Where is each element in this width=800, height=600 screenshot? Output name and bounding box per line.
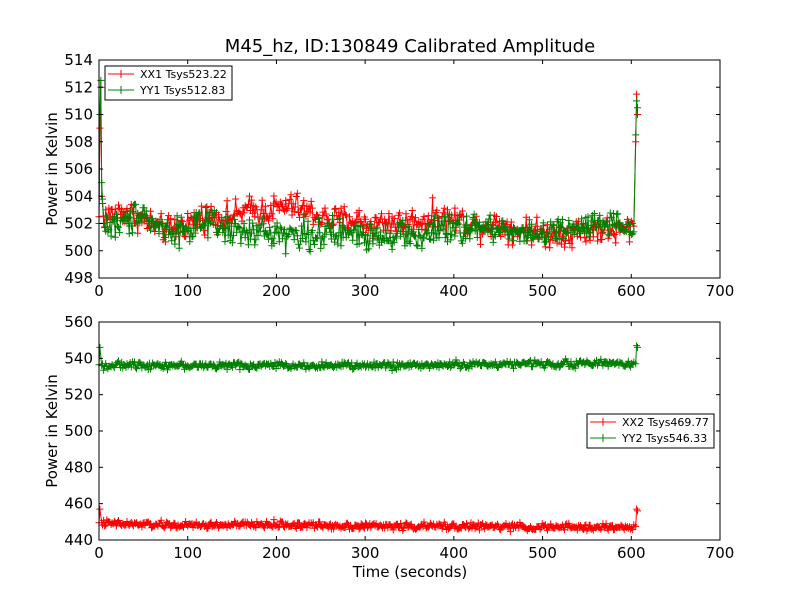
bottom-xtick-label: 600 bbox=[617, 544, 646, 562]
bottom-panel: 0 100 200 300 400 500 600 700 440 460 480 500 520 540… bbox=[43, 313, 734, 581]
bottom-xtick-label: 500 bbox=[528, 544, 557, 562]
bottom-xtick-label: 300 bbox=[351, 544, 380, 562]
bottom-ytick-label: 440 bbox=[64, 531, 93, 549]
bottom-legend-box bbox=[586, 413, 715, 449]
top-ytick-label: 498 bbox=[64, 269, 93, 287]
bottom-legend: XX2 Tsys469.77 YY2 Tsys546.33 bbox=[586, 413, 715, 449]
top-legend-label-yy1: YY1 Tsys512.83 bbox=[139, 84, 225, 97]
top-xtick-label: 200 bbox=[262, 282, 291, 300]
top-panel: 0 100 200 300 400 500 600 700 498 500 502 504 506 508… bbox=[43, 51, 734, 300]
top-legend-box bbox=[104, 65, 233, 101]
top-legend-marker-yy1 bbox=[117, 86, 125, 94]
bottom-xtick-label: 0 bbox=[94, 544, 104, 562]
bottom-legend-label-xx2: XX2 Tsys469.77 bbox=[622, 416, 709, 429]
bottom-ytick-label: 500 bbox=[64, 422, 93, 440]
top-legend-label-xx1: XX1 Tsys523.22 bbox=[140, 68, 227, 81]
top-ytick-label: 500 bbox=[64, 242, 93, 260]
top-xtick-label: 600 bbox=[617, 282, 646, 300]
bottom-ytick-label: 480 bbox=[64, 458, 93, 476]
top-ytick-label: 506 bbox=[64, 160, 93, 178]
top-ytick-label: 510 bbox=[64, 106, 93, 124]
bottom-ytick-label: 520 bbox=[64, 386, 93, 404]
bottom-xtick-label: 200 bbox=[262, 544, 291, 562]
bottom-xtick-label: 700 bbox=[706, 544, 735, 562]
bottom-legend-label-yy2: YY2 Tsys546.33 bbox=[621, 432, 707, 445]
top-legend-marker-xx1 bbox=[117, 70, 125, 78]
bottom-xlabel: Time (seconds) bbox=[352, 563, 468, 581]
top-ytick-label: 514 bbox=[64, 51, 93, 69]
top-ytick-label: 512 bbox=[64, 78, 93, 96]
bottom-ylabel: Power in Kelvin bbox=[43, 374, 61, 488]
bottom-xtick-label: 100 bbox=[173, 544, 202, 562]
top-xtick-label: 700 bbox=[706, 282, 735, 300]
bottom-xtick-label: 400 bbox=[440, 544, 469, 562]
top-ticks-group: 0 100 200 300 400 500 600 700 498 500 502 504 506 508… bbox=[64, 51, 734, 300]
top-ylabel: Power in Kelvin bbox=[43, 112, 61, 226]
top-xtick-label: 100 bbox=[173, 282, 202, 300]
top-xtick-label: 0 bbox=[94, 282, 104, 300]
bottom-legend-marker-xx2 bbox=[599, 418, 607, 426]
top-ytick-label: 508 bbox=[64, 133, 93, 151]
bottom-ytick-label: 460 bbox=[64, 495, 93, 513]
top-xtick-label: 300 bbox=[351, 282, 380, 300]
bottom-ytick-label: 560 bbox=[64, 313, 93, 331]
top-legend: XX1 Tsys523.22 YY1 Tsys512.83 bbox=[104, 65, 233, 101]
bottom-ytick-label: 540 bbox=[64, 349, 93, 367]
chart-title: M45_hz, ID:130849 Calibrated Amplitude bbox=[225, 36, 595, 57]
top-ytick-label: 502 bbox=[64, 215, 93, 233]
bottom-legend-marker-yy2 bbox=[599, 434, 607, 442]
bottom-ticks-group: 0 100 200 300 400 500 600 700 440 460 480 500 520 540… bbox=[64, 313, 734, 562]
top-xtick-label: 400 bbox=[440, 282, 469, 300]
top-xtick-label: 500 bbox=[528, 282, 557, 300]
top-ytick-label: 504 bbox=[64, 187, 93, 205]
